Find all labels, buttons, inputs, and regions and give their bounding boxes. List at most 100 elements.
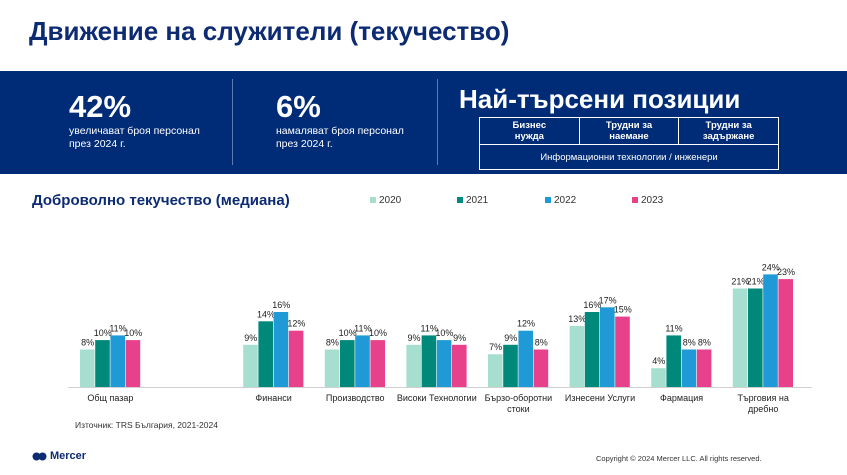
bar-2021	[503, 344, 518, 387]
category-label: Високи Технологии	[397, 393, 477, 403]
bar-2023	[533, 349, 549, 387]
positions-header-text: нужда	[514, 131, 544, 142]
category-label: Бързо-оборотни	[485, 393, 553, 403]
bar-2020	[488, 354, 503, 387]
data-label: 11%	[665, 323, 682, 333]
bar-2023	[370, 340, 385, 387]
data-label: 16%	[272, 300, 290, 310]
data-label: 10%	[94, 328, 112, 338]
data-label: 10%	[369, 328, 387, 338]
chart-title: Доброволно текучество (медиана)	[32, 192, 290, 209]
data-label: 12%	[517, 319, 535, 329]
positions-title: Най-търсени позиции	[459, 84, 741, 114]
bar-2022	[600, 307, 615, 387]
data-label: 17%	[599, 295, 617, 305]
legend-swatch	[632, 197, 638, 204]
positions-row: Информационни технологии / инженери	[479, 144, 779, 170]
mercer-logo: Mercer	[32, 450, 86, 462]
data-label: 8%	[326, 338, 339, 348]
legend-label: 2020	[379, 195, 402, 206]
bar-2023	[452, 344, 467, 387]
data-label: 4%	[652, 356, 665, 366]
data-label: 11%	[109, 323, 126, 333]
category-label: Финанси	[255, 393, 291, 403]
bar-2023	[778, 279, 793, 387]
legend-item-2021: 2021	[457, 195, 488, 206]
positions-header-text: Трудни за	[605, 120, 653, 131]
category-label: Търговия на	[738, 393, 789, 403]
data-label: 9%	[453, 333, 466, 343]
data-label: 7%	[489, 342, 502, 352]
category-label: Фармация	[660, 393, 703, 403]
stat-increase-desc-line1: увеличават броя персонал	[69, 125, 200, 137]
bar-2021	[666, 335, 681, 387]
data-label: 15%	[614, 305, 632, 315]
bar-2023	[125, 340, 141, 387]
positions-header-hard-to-retain: Трудни за задържане	[678, 117, 779, 145]
data-label: 16%	[583, 300, 601, 310]
data-label: 11%	[354, 323, 371, 333]
bar-2021	[584, 312, 600, 387]
data-label: 8%	[698, 338, 711, 348]
stat-decrease-value: 6%	[276, 89, 321, 124]
bar-2020	[732, 288, 748, 387]
positions-table: Бизнес нужда Трудни за наемане Трудни за…	[479, 117, 779, 170]
category-label: Изнесени Услуги	[565, 393, 635, 403]
bar-2020	[569, 326, 585, 387]
bar-2020	[80, 349, 95, 387]
bar-2023	[288, 330, 304, 387]
data-label: 14%	[257, 309, 275, 319]
bar-2023	[696, 349, 712, 387]
bar-2021	[258, 321, 273, 387]
bar-2022	[110, 335, 125, 387]
data-label: 9%	[504, 333, 517, 343]
data-label: 9%	[407, 333, 420, 343]
bar-2021	[95, 340, 110, 387]
bar-2023	[615, 316, 630, 387]
bar-2022	[518, 330, 533, 387]
data-label: 24%	[762, 262, 780, 272]
data-label: 8%	[535, 338, 548, 348]
positions-header-text: задържане	[702, 131, 755, 142]
mercer-logo-icon	[32, 452, 47, 461]
stat-divider	[232, 79, 233, 165]
bar-2022	[763, 274, 778, 387]
data-label: 9%	[244, 333, 257, 343]
copyright-text: Copyright © 2024 Mercer LLC. All rights …	[596, 454, 762, 463]
data-label: 8%	[683, 338, 696, 348]
data-label: 10%	[124, 328, 142, 338]
legend-item-2022: 2022	[545, 195, 576, 206]
bar-2022	[355, 335, 370, 387]
bar-2021	[340, 340, 355, 387]
bar-2022	[436, 340, 452, 387]
category-label: Общ пазар	[87, 393, 133, 403]
bar-2022	[273, 312, 289, 387]
category-label: стоки	[507, 404, 530, 414]
page-title: Движение на служители (текучество)	[29, 16, 510, 46]
legend-item-2023: 2023	[632, 195, 663, 206]
data-label: 8%	[81, 338, 94, 348]
data-label: 21%	[731, 277, 749, 287]
bar-2020	[243, 344, 258, 387]
stat-increase-value: 42%	[69, 89, 132, 124]
bar-2020	[324, 349, 340, 387]
positions-divider	[437, 79, 438, 165]
data-label: 21%	[747, 277, 765, 287]
legend-label: 2021	[466, 195, 489, 206]
data-label: 11%	[421, 323, 438, 333]
bar-2020	[651, 368, 666, 387]
source-note: Източник: TRS България, 2021-2024	[75, 420, 218, 430]
positions-header-text: наемане	[609, 131, 649, 142]
legend-label: 2022	[554, 195, 577, 206]
bar-2020	[406, 344, 421, 387]
stat-increase: 42% увеличават броя персонал през 2024 г…	[69, 89, 200, 151]
category-label: Производство	[326, 393, 385, 403]
data-label: 23%	[777, 267, 795, 277]
positions-header-text: Бизнес	[512, 120, 547, 131]
legend-label: 2023	[641, 195, 664, 206]
stat-decrease-desc-line1: намаляват броя персонал	[276, 125, 404, 137]
positions-header-text: Трудни за	[705, 120, 752, 131]
legend-swatch	[370, 197, 376, 204]
stat-decrease: 6% намаляват броя персонал през 2024 г.	[276, 89, 404, 151]
